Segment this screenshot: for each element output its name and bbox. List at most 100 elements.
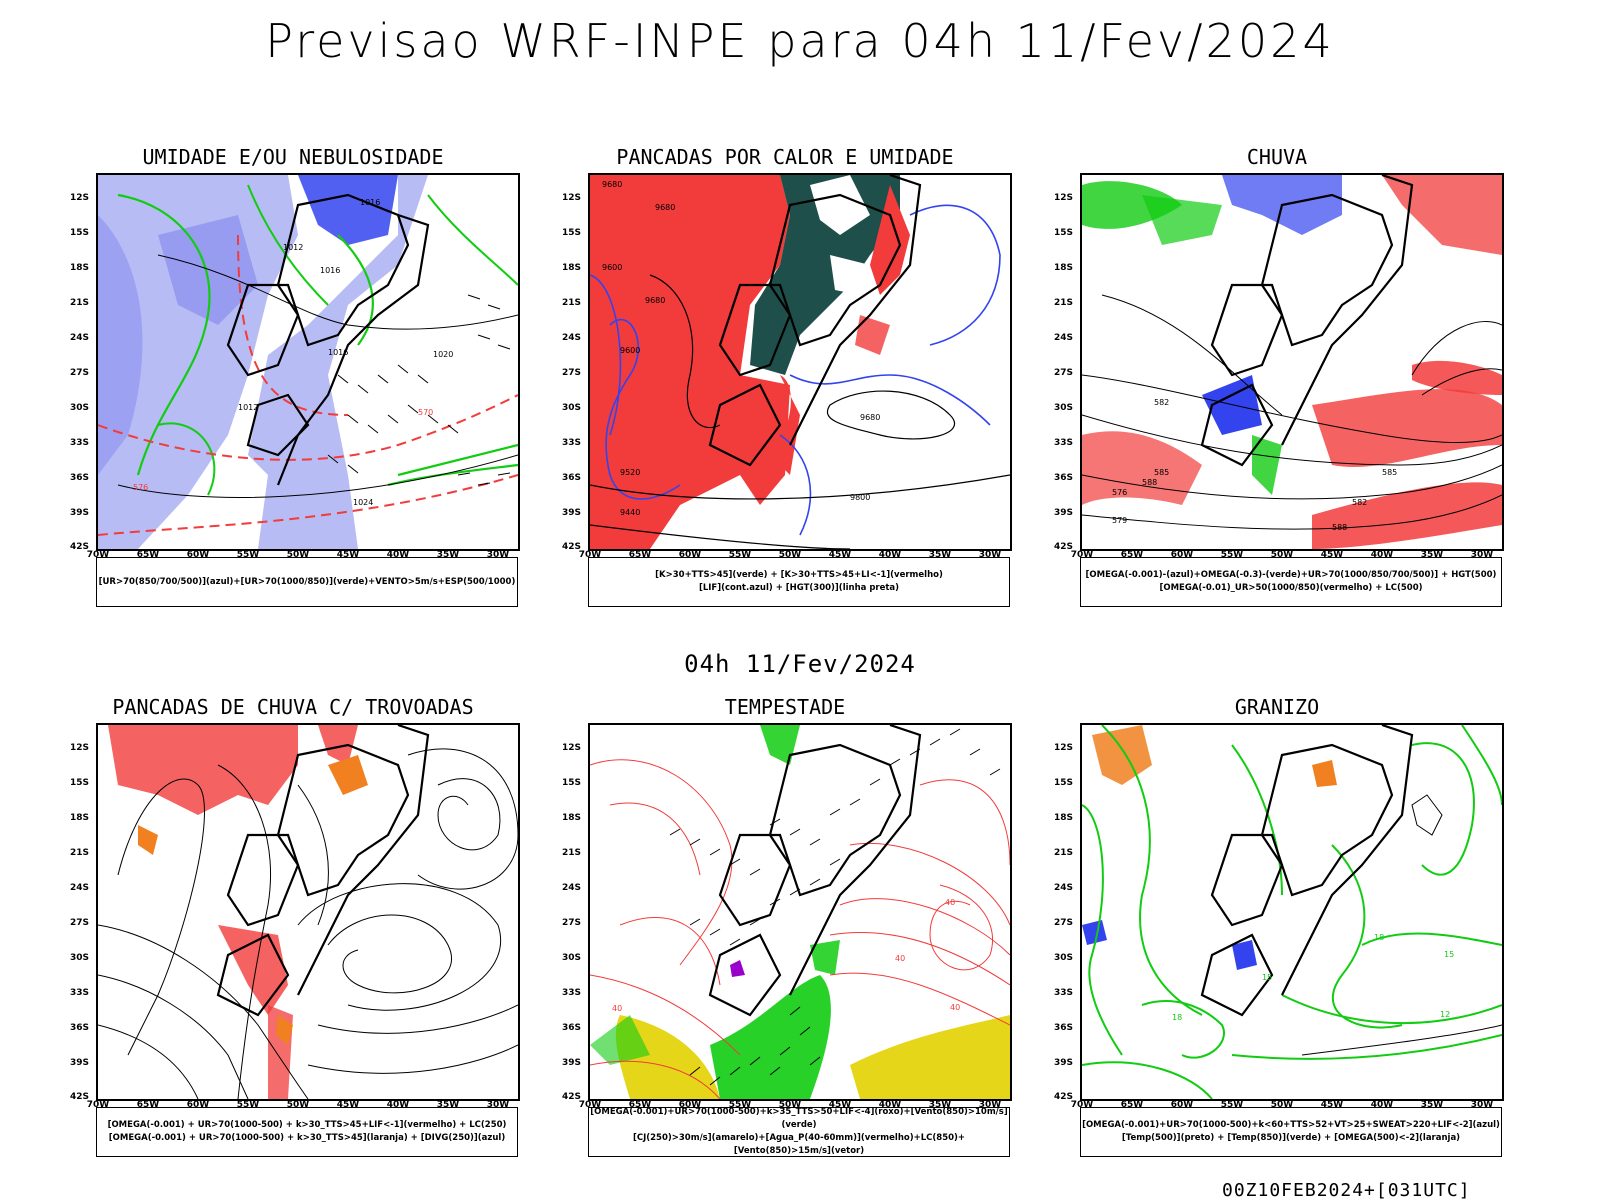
contour-label: 1012 xyxy=(238,403,258,412)
lon-label: 60W xyxy=(678,550,702,560)
lon-label: 65W xyxy=(1120,550,1144,560)
lon-label: 50W xyxy=(1270,550,1294,560)
lat-label: 12S xyxy=(1054,743,1074,753)
legend-line: [OMEGA(-0.001) + UR>70(1000-500) + k>30_… xyxy=(107,1120,507,1130)
lat-label: 15S xyxy=(562,778,582,788)
lon-label: 60W xyxy=(1170,1100,1194,1110)
contour-label: 18 xyxy=(1172,1013,1182,1022)
map-pancadas-calor: 9680 9600 9680 9680 9600 9520 9440 9680 … xyxy=(588,173,1012,551)
map-pancadas-trovoadas xyxy=(96,723,520,1101)
contour-label: 40 xyxy=(895,954,905,963)
lon-label: 50W xyxy=(286,550,310,560)
lon-label: 50W xyxy=(1270,1100,1294,1110)
contour-label: 585 xyxy=(1382,468,1397,477)
lat-label: 33S xyxy=(1054,988,1074,998)
panel-tempestade: TEMPESTADE xyxy=(540,695,1030,1165)
panel-legend: [OMEGA(-0.001) + UR>70(1000-500) + k>30_… xyxy=(96,1107,518,1157)
lat-label: 42S xyxy=(70,542,90,552)
lon-label: 45W xyxy=(1320,550,1344,560)
lat-label: 15S xyxy=(1054,778,1074,788)
panel-title: GRANIZO xyxy=(1234,695,1320,719)
lon-label: 45W xyxy=(336,550,360,560)
lat-label: 36S xyxy=(562,1023,582,1033)
contour-label: 1020 xyxy=(433,350,453,359)
lat-label: 39S xyxy=(70,1058,90,1068)
legend-line: [Temp(500)](preto) + [Temp(850)](verde) … xyxy=(1121,1133,1461,1143)
lat-label: 18S xyxy=(1054,263,1074,273)
lon-label: 70W xyxy=(578,1100,602,1110)
panel-title: PANCADAS DE CHUVA C/ TROVOADAS xyxy=(112,695,474,719)
lat-label: 42S xyxy=(562,1092,582,1102)
lat-label: 27S xyxy=(70,368,90,378)
panel-title: PANCADAS POR CALOR E UMIDADE xyxy=(616,145,954,169)
lat-label: 42S xyxy=(1054,1092,1074,1102)
lat-label: 15S xyxy=(70,228,90,238)
lon-label: 65W xyxy=(136,550,160,560)
lat-label: 30S xyxy=(562,403,582,413)
lon-label: 40W xyxy=(878,1100,902,1110)
contour-label: 1016 xyxy=(360,198,380,207)
lat-label: 39S xyxy=(70,508,90,518)
lon-label: 40W xyxy=(386,1100,410,1110)
panel-title: TEMPESTADE xyxy=(724,695,846,719)
lon-label: 60W xyxy=(186,1100,210,1110)
lat-label: 12S xyxy=(70,743,90,753)
panel-pancadas-calor: PANCADAS POR CALOR E UMIDADE 9680 xyxy=(540,145,1030,615)
contour-label: 576 xyxy=(133,483,148,492)
lat-label: 42S xyxy=(70,1092,90,1102)
contour-label: 9520 xyxy=(620,468,640,477)
lon-label: 40W xyxy=(386,550,410,560)
lon-label: 60W xyxy=(1170,550,1194,560)
lon-label: 35W xyxy=(928,1100,952,1110)
lon-label: 35W xyxy=(928,550,952,560)
lon-label: 45W xyxy=(1320,1100,1344,1110)
legend-line: [UR>70(850/700/500)](azul)+[UR>70(1000/8… xyxy=(98,576,516,587)
lon-label: 70W xyxy=(578,550,602,560)
lat-label: 12S xyxy=(70,193,90,203)
lat-label: 12S xyxy=(562,193,582,203)
lon-label: 55W xyxy=(728,550,752,560)
lat-label: 39S xyxy=(562,1058,582,1068)
lat-label: 39S xyxy=(562,508,582,518)
lat-label: 36S xyxy=(70,473,90,483)
lat-label: 30S xyxy=(1054,403,1074,413)
contour-label: 576 xyxy=(1112,488,1127,497)
lat-label: 24S xyxy=(562,883,582,893)
contour-label: 1016 xyxy=(328,348,348,357)
lon-label: 55W xyxy=(236,550,260,560)
lon-label: 40W xyxy=(1370,550,1394,560)
lon-label: 60W xyxy=(186,550,210,560)
contour-label: 9680 xyxy=(645,296,665,305)
mid-title: 04h 11/Fev/2024 xyxy=(684,650,916,678)
contour-label: 582 xyxy=(1352,498,1367,507)
contour-label: 9440 xyxy=(620,508,640,517)
lon-label: 30W xyxy=(978,550,1002,560)
lat-label: 21S xyxy=(70,848,90,858)
lon-label: 50W xyxy=(778,1100,802,1110)
contour-label: 12 xyxy=(1440,1010,1450,1019)
lat-label: 27S xyxy=(1054,918,1074,928)
contour-label: 9600 xyxy=(602,263,622,272)
contour-label: 9680 xyxy=(860,413,880,422)
legend-line: [CJ(250)>30m/s](amarelo)+[Agua_P(40-60mm… xyxy=(632,1133,966,1156)
lon-label: 45W xyxy=(336,1100,360,1110)
lon-label: 65W xyxy=(1120,1100,1144,1110)
lat-label: 21S xyxy=(1054,848,1074,858)
lon-label: 30W xyxy=(1470,550,1494,560)
contour-label: 40 xyxy=(612,1004,622,1013)
lat-label: 24S xyxy=(1054,333,1074,343)
contour-label: 15 xyxy=(1262,973,1272,982)
lat-label: 24S xyxy=(70,333,90,343)
panel-legend: [UR>70(850/700/500)](azul)+[UR>70(1000/8… xyxy=(96,557,518,607)
lat-label: 24S xyxy=(1054,883,1074,893)
panel-legend: [K>30+TTS>45](verde) + [K>30+TTS>45+LI<-… xyxy=(588,557,1010,607)
legend-line: [LIF](cont.azul) + [HGT(300)](linha pret… xyxy=(698,583,900,593)
lat-label: 27S xyxy=(1054,368,1074,378)
lat-label: 30S xyxy=(70,403,90,413)
lat-label: 12S xyxy=(1054,193,1074,203)
lat-label: 33S xyxy=(70,438,90,448)
map-granizo: 18 15 12 15 18 xyxy=(1080,723,1504,1101)
contour-label: 588 xyxy=(1142,478,1157,487)
lat-label: 33S xyxy=(562,988,582,998)
panel-umidade: UMIDADE E/OU NEBULOSIDADE xyxy=(48,145,538,615)
